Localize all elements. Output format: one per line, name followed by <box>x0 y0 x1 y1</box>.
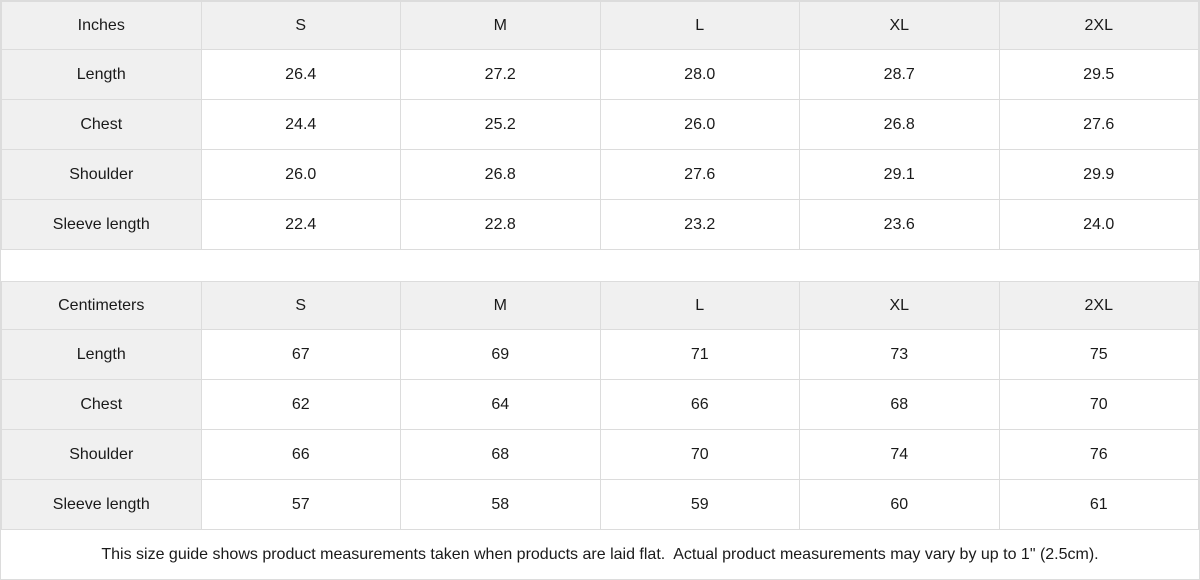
table-row: Shoulder 66 68 70 74 76 <box>1 429 1199 480</box>
table-row: Chest 24.4 25.2 26.0 26.8 27.6 <box>1 99 1199 150</box>
table-spacer <box>1 250 1199 281</box>
value-cell: 75 <box>998 329 1199 380</box>
row-label: Length <box>1 329 202 380</box>
value-cell: 70 <box>998 379 1199 430</box>
value-cell: 70 <box>599 429 800 480</box>
centimeters-table: Centimeters S M L XL 2XL Length 67 69 71… <box>1 281 1199 530</box>
value-cell: 26.0 <box>599 99 800 150</box>
centimeters-size-header-s: S <box>200 281 401 330</box>
table-row: Sleeve length 57 58 59 60 61 <box>1 479 1199 530</box>
table-row: Length 26.4 27.2 28.0 28.7 29.5 <box>1 49 1199 100</box>
value-cell: 68 <box>799 379 1000 430</box>
row-label: Chest <box>1 99 202 150</box>
value-cell: 22.4 <box>200 199 401 250</box>
centimeters-size-header-m: M <box>400 281 601 330</box>
value-cell: 28.0 <box>599 49 800 100</box>
value-cell: 74 <box>799 429 1000 480</box>
value-cell: 62 <box>200 379 401 430</box>
value-cell: 58 <box>400 479 601 530</box>
row-label: Sleeve length <box>1 199 202 250</box>
value-cell: 28.7 <box>799 49 1000 100</box>
row-label: Length <box>1 49 202 100</box>
value-cell: 67 <box>200 329 401 380</box>
value-cell: 57 <box>200 479 401 530</box>
table-row: Sleeve length 22.4 22.8 23.2 23.6 24.0 <box>1 199 1199 250</box>
value-cell: 73 <box>799 329 1000 380</box>
value-cell: 69 <box>400 329 601 380</box>
value-cell: 66 <box>200 429 401 480</box>
inches-size-header-2xl: 2XL <box>998 1 1199 50</box>
value-cell: 29.1 <box>799 149 1000 200</box>
row-label: Sleeve length <box>1 479 202 530</box>
value-cell: 26.8 <box>400 149 601 200</box>
table-row: Length 67 69 71 73 75 <box>1 329 1199 380</box>
value-cell: 71 <box>599 329 800 380</box>
value-cell: 68 <box>400 429 601 480</box>
centimeters-size-header-l: L <box>599 281 800 330</box>
row-label: Shoulder <box>1 149 202 200</box>
centimeters-size-header-xl: XL <box>799 281 1000 330</box>
value-cell: 64 <box>400 379 601 430</box>
inches-size-header-m: M <box>400 1 601 50</box>
value-cell: 26.4 <box>200 49 401 100</box>
centimeters-unit-header: Centimeters <box>1 281 202 330</box>
value-cell: 23.6 <box>799 199 1000 250</box>
inches-table: Inches S M L XL 2XL Length 26.4 27.2 28.… <box>1 1 1199 250</box>
value-cell: 24.4 <box>200 99 401 150</box>
value-cell: 66 <box>599 379 800 430</box>
value-cell: 29.9 <box>998 149 1199 200</box>
value-cell: 59 <box>599 479 800 530</box>
row-label: Chest <box>1 379 202 430</box>
inches-unit-header: Inches <box>1 1 202 50</box>
inches-size-header-l: L <box>599 1 800 50</box>
value-cell: 27.6 <box>599 149 800 200</box>
inches-size-header-s: S <box>200 1 401 50</box>
value-cell: 27.6 <box>998 99 1199 150</box>
value-cell: 26.0 <box>200 149 401 200</box>
value-cell: 22.8 <box>400 199 601 250</box>
inches-size-header-xl: XL <box>799 1 1000 50</box>
value-cell: 61 <box>998 479 1199 530</box>
value-cell: 76 <box>998 429 1199 480</box>
value-cell: 23.2 <box>599 199 800 250</box>
row-label: Shoulder <box>1 429 202 480</box>
centimeters-size-header-2xl: 2XL <box>998 281 1199 330</box>
inches-header-row: Inches S M L XL 2XL <box>1 1 1199 50</box>
size-guide-disclaimer: This size guide shows product measuremen… <box>1 530 1199 579</box>
value-cell: 29.5 <box>998 49 1199 100</box>
value-cell: 24.0 <box>998 199 1199 250</box>
value-cell: 60 <box>799 479 1000 530</box>
value-cell: 27.2 <box>400 49 601 100</box>
table-row: Chest 62 64 66 68 70 <box>1 379 1199 430</box>
value-cell: 25.2 <box>400 99 601 150</box>
value-cell: 26.8 <box>799 99 1000 150</box>
table-row: Shoulder 26.0 26.8 27.6 29.1 29.9 <box>1 149 1199 200</box>
centimeters-header-row: Centimeters S M L XL 2XL <box>1 281 1199 330</box>
